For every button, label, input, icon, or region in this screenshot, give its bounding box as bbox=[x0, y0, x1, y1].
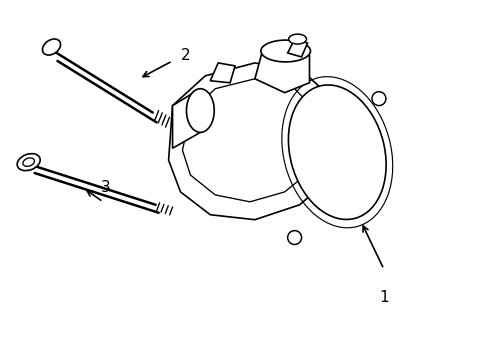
Text: 3: 3 bbox=[101, 180, 111, 195]
Polygon shape bbox=[287, 39, 307, 57]
Ellipse shape bbox=[260, 40, 310, 62]
Ellipse shape bbox=[371, 92, 385, 105]
Ellipse shape bbox=[17, 154, 40, 171]
Polygon shape bbox=[168, 63, 344, 220]
Polygon shape bbox=[172, 89, 200, 148]
Polygon shape bbox=[254, 46, 309, 93]
Text: 2: 2 bbox=[180, 49, 190, 63]
Ellipse shape bbox=[23, 158, 34, 166]
Polygon shape bbox=[210, 63, 235, 83]
Ellipse shape bbox=[287, 231, 301, 244]
Ellipse shape bbox=[42, 39, 61, 55]
Text: 1: 1 bbox=[378, 289, 388, 305]
Ellipse shape bbox=[288, 34, 306, 44]
Ellipse shape bbox=[186, 89, 214, 132]
Ellipse shape bbox=[288, 85, 386, 220]
